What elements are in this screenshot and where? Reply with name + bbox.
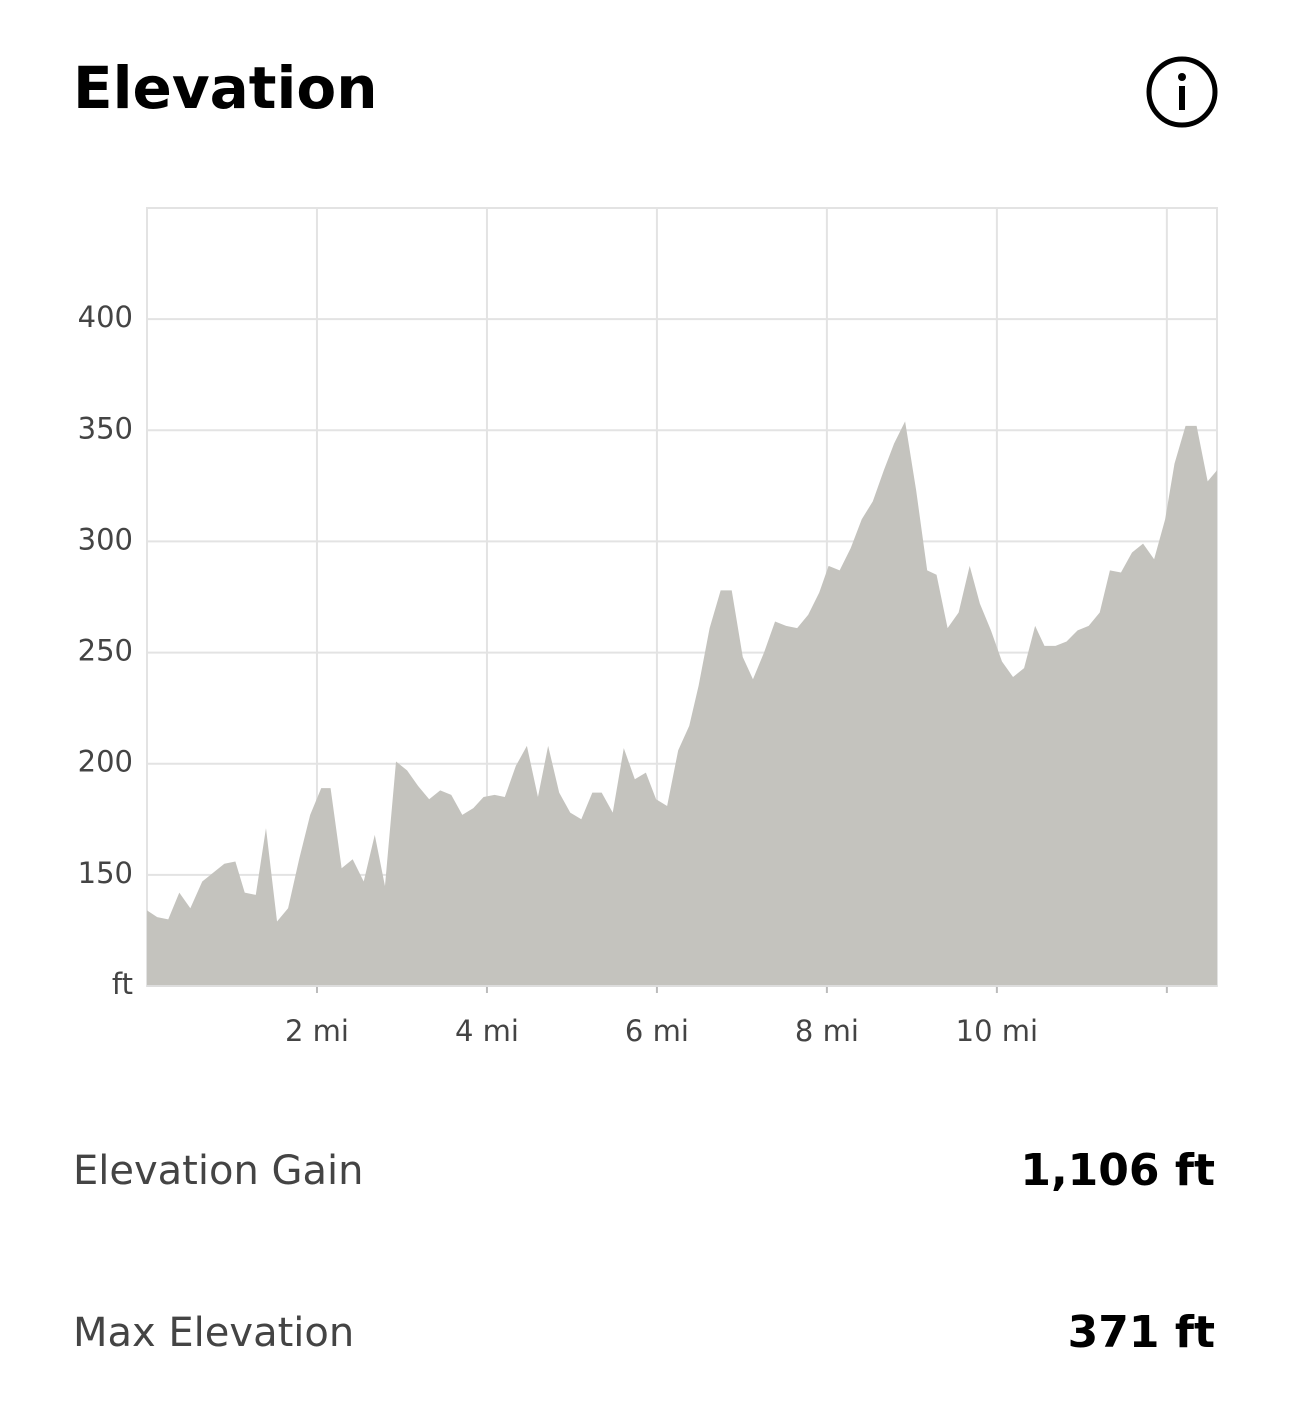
x-tick-label: 10 mi — [956, 1014, 1038, 1048]
x-tick-label: 2 mi — [285, 1014, 349, 1048]
x-tick-label: 4 mi — [455, 1014, 519, 1048]
stat-label: Max Elevation — [73, 1310, 354, 1356]
stat-label: Elevation Gain — [73, 1148, 364, 1194]
info-dot — [1178, 73, 1186, 81]
y-tick-label: 250 — [78, 634, 133, 668]
y-tick-label: 150 — [78, 856, 133, 890]
y-tick-label: 350 — [78, 411, 133, 445]
title: Elevation — [73, 54, 378, 122]
info-stem — [1179, 86, 1185, 110]
x-tick-label: 8 mi — [795, 1014, 859, 1048]
info-circle — [1146, 56, 1218, 128]
y-tick-label: ft — [112, 967, 133, 1001]
x-tick-label: 6 mi — [625, 1014, 689, 1048]
stat-value: 1,106 ft — [1020, 1145, 1215, 1196]
y-tick-label: 400 — [78, 300, 133, 334]
y-tick-label: 200 — [78, 745, 133, 779]
y-tick-label: 300 — [78, 522, 133, 556]
info-icon[interactable] — [1146, 56, 1218, 128]
elevation-area — [147, 421, 1217, 986]
stat-value: 371 ft — [1068, 1307, 1215, 1358]
